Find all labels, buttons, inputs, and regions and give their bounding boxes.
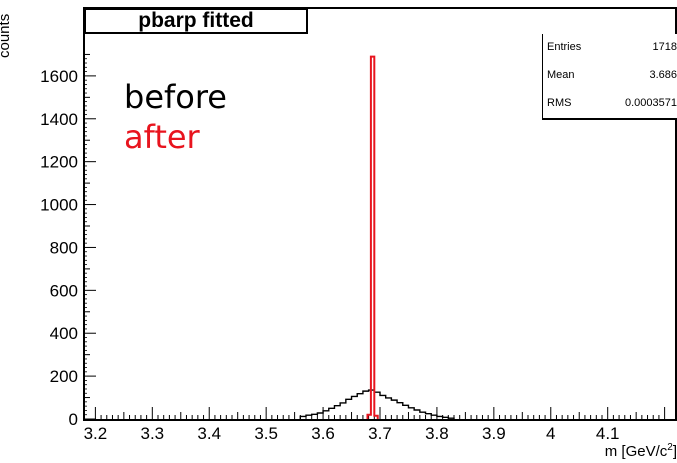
y-tick-label: 600 [50, 281, 78, 300]
x-axis-label-suffix: ] [672, 443, 677, 460]
x-tick-label: 3.2 [84, 424, 108, 443]
x-tick-label: 3.6 [311, 424, 335, 443]
stats-row-entries: Entries 1718 [547, 41, 677, 55]
y-tick-label: 1600 [40, 67, 78, 86]
x-axis-label-exponent: 2 [667, 442, 673, 453]
y-tick-label: 1200 [40, 153, 78, 172]
stats-rms-label: RMS [547, 97, 572, 109]
stats-rms-value: 0.0003571 [625, 97, 677, 109]
x-tick-label: 3.4 [197, 424, 221, 443]
histogram-after [366, 55, 379, 419]
x-tick-label: 3.3 [140, 424, 164, 443]
stats-entries-label: Entries [547, 41, 582, 53]
stats-mean-label: Mean [547, 69, 575, 81]
x-tick-label: 3.9 [482, 424, 506, 443]
x-tick-label: 4 [546, 424, 555, 443]
stats-mean-value: 3.686 [649, 69, 677, 81]
histogram-series [299, 55, 455, 419]
stats-entries-value: 1718 [652, 41, 677, 53]
y-tick-label: 200 [50, 367, 78, 386]
x-tick-label: 3.8 [425, 424, 449, 443]
stats-row-rms: RMS 0.0003571 [547, 97, 677, 111]
y-axis: 0 200 400 600 800 1000 1200 1400 1600 [40, 53, 96, 429]
y-tick-label: 1000 [40, 196, 78, 215]
stats-row-mean: Mean 3.686 [547, 69, 677, 83]
legend-before: before [124, 78, 227, 116]
histogram-before [299, 389, 455, 419]
y-tick-label: 800 [50, 238, 78, 257]
y-tick-label: 400 [50, 324, 78, 343]
stats-box: Entries 1718 Mean 3.686 RMS 0.0003571 [542, 34, 677, 120]
y-tick-label: 0 [69, 410, 78, 429]
legend-after: after [124, 118, 200, 156]
x-axis-label-text: m [GeV/c [604, 443, 668, 460]
y-axis-label: counts [0, 13, 13, 58]
x-axis-label: m [GeV/c2] [605, 442, 677, 460]
y-tick-label: 1400 [40, 110, 78, 129]
chart-title: pbarp fitted [84, 8, 308, 34]
x-tick-label: 3.5 [254, 424, 278, 443]
x-tick-label: 3.7 [368, 424, 392, 443]
x-tick-label: 4.1 [596, 424, 620, 443]
